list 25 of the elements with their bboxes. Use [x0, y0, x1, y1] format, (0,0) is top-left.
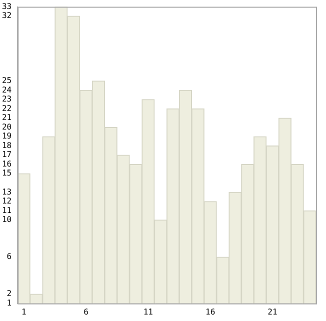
x-tick-label: 11 — [143, 307, 154, 316]
y-tick-label: 15 — [2, 168, 12, 178]
y-tick-label: 21 — [2, 113, 12, 122]
x-tick-label: 6 — [84, 307, 89, 316]
y-tick-label: 32 — [2, 11, 12, 20]
y-tick-label: 2 — [6, 289, 12, 298]
y-tick-label: 20 — [2, 122, 12, 132]
y-tick-label: 22 — [2, 104, 12, 113]
y-tick-label: 23 — [2, 94, 12, 104]
x-tick-label: 21 — [268, 307, 278, 316]
y-tick-label: 25 — [2, 76, 12, 86]
y-tick-label: 11 — [2, 206, 12, 215]
y-tick-label: 17 — [2, 150, 12, 160]
y-tick-label: 16 — [2, 159, 12, 168]
y-tick-label: 33 — [2, 2, 12, 11]
y-tick-label: 6 — [6, 252, 12, 262]
x-tick-label: 1 — [21, 307, 26, 316]
y-tick-label: 18 — [2, 140, 12, 150]
x-tick-label: 16 — [206, 307, 216, 316]
y-tick-label: 24 — [2, 85, 12, 94]
y-tick-label: 19 — [2, 132, 12, 141]
y-tick-label: 12 — [2, 196, 12, 206]
y-tick-label: 1 — [6, 298, 12, 308]
y-tick-label: 10 — [2, 215, 12, 224]
y-tick-label: 13 — [2, 187, 12, 196]
